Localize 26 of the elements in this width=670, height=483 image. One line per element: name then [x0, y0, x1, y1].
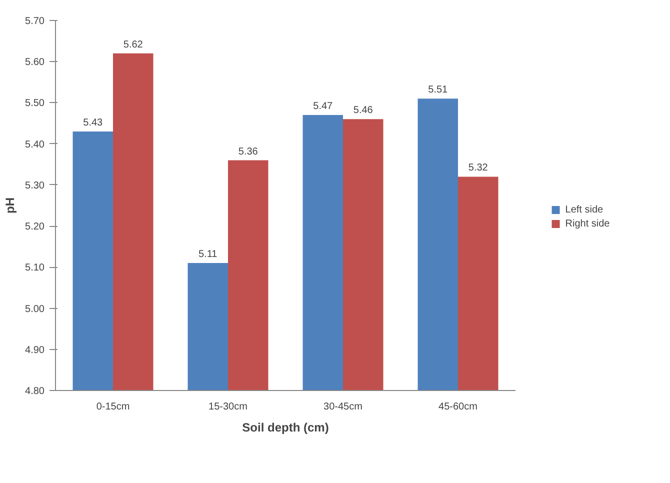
y-tick-label: 5.40 [25, 139, 45, 150]
x-tick-label: 45-60cm [438, 402, 478, 412]
y-tick-label: 5.20 [25, 222, 45, 233]
y-tick-label: 4.80 [25, 386, 45, 397]
y-tick-label: 5.30 [25, 180, 45, 192]
y-tick-label: 5.10 [25, 262, 45, 274]
y-tick-label: 5.60 [25, 57, 45, 68]
legend-label: Left side [565, 204, 604, 215]
y-tick-label: 5.00 [25, 304, 45, 315]
data-label: 5.62 [123, 39, 144, 50]
legend-label: Right side [565, 218, 610, 229]
x-axis-title: Soil depth (cm) [242, 420, 329, 434]
data-label: 5.47 [313, 101, 334, 112]
data-label: 5.46 [353, 105, 374, 116]
data-label: 5.11 [198, 249, 218, 260]
data-label: 5.43 [83, 118, 104, 128]
y-axis-title: pH [3, 198, 18, 214]
data-label: 5.32 [468, 162, 488, 174]
x-tick-label: 0-15cm [96, 402, 130, 412]
x-tick-label: 30-45cm [324, 402, 362, 412]
x-tick-label: 15-30cm [208, 402, 248, 412]
data-label: 5.36 [238, 146, 258, 158]
y-tick-label: 5.70 [25, 16, 45, 27]
y-tick-label: 4.90 [25, 344, 45, 356]
y-tick-label: 5.50 [25, 98, 45, 110]
data-label: 5.51 [428, 84, 448, 96]
